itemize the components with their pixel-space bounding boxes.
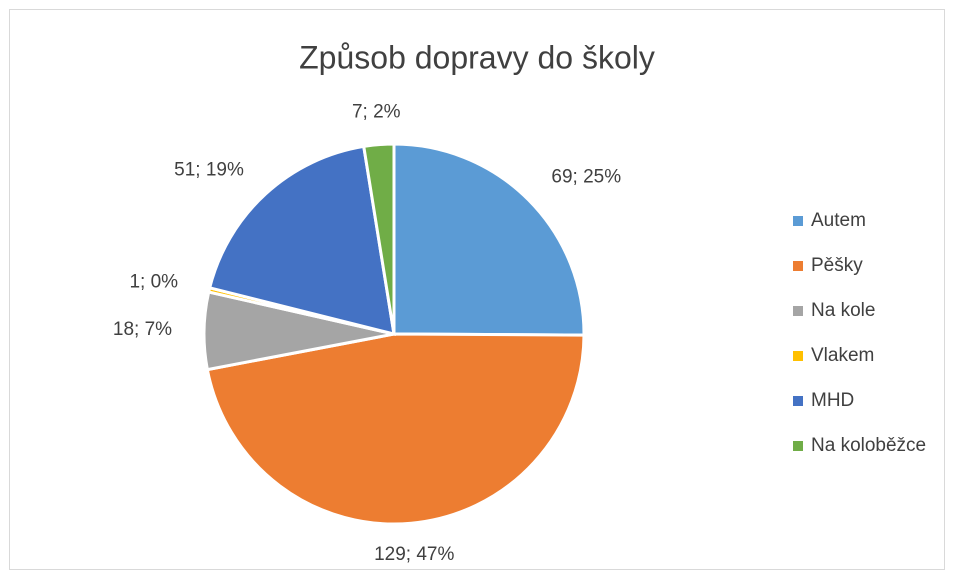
data-label: 69; 25% [551, 166, 621, 187]
pie-slice [207, 144, 396, 337]
legend-swatch [793, 306, 803, 316]
pie-slice [392, 142, 586, 337]
legend-label: Autem [811, 210, 866, 231]
legend-label: Pěšky [811, 255, 863, 276]
data-label: 51; 19% [174, 159, 244, 180]
legend-swatch [793, 441, 803, 451]
legend-label: Na koloběžce [811, 435, 926, 456]
legend-label: MHD [811, 390, 854, 411]
legend-label: Na kole [811, 300, 875, 321]
data-label: 129; 47% [374, 544, 454, 565]
legend-label: Vlakem [811, 345, 874, 366]
data-label: 1; 0% [129, 271, 178, 292]
data-label: 7; 2% [352, 102, 401, 123]
data-label: 18; 7% [113, 319, 172, 340]
chart-title: Způsob dopravy do školy [299, 39, 655, 75]
legend-swatch [793, 351, 803, 361]
pie-slice [362, 142, 396, 335]
pie-slice [205, 332, 586, 526]
legend-swatch [793, 216, 803, 226]
legend-swatch [793, 261, 803, 271]
legend-swatch [793, 396, 803, 406]
